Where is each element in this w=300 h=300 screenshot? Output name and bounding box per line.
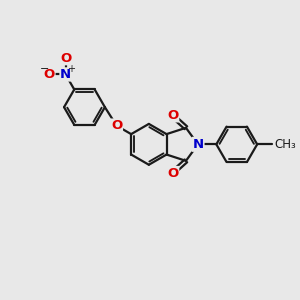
Text: O: O xyxy=(44,68,55,81)
Text: O: O xyxy=(111,119,122,132)
Text: N: N xyxy=(60,68,71,81)
Text: CH₃: CH₃ xyxy=(274,138,296,151)
Text: −: − xyxy=(40,64,49,74)
Text: +: + xyxy=(67,64,75,74)
Text: O: O xyxy=(60,52,71,65)
Text: O: O xyxy=(167,167,179,179)
Text: N: N xyxy=(192,138,203,151)
Text: O: O xyxy=(167,109,179,122)
